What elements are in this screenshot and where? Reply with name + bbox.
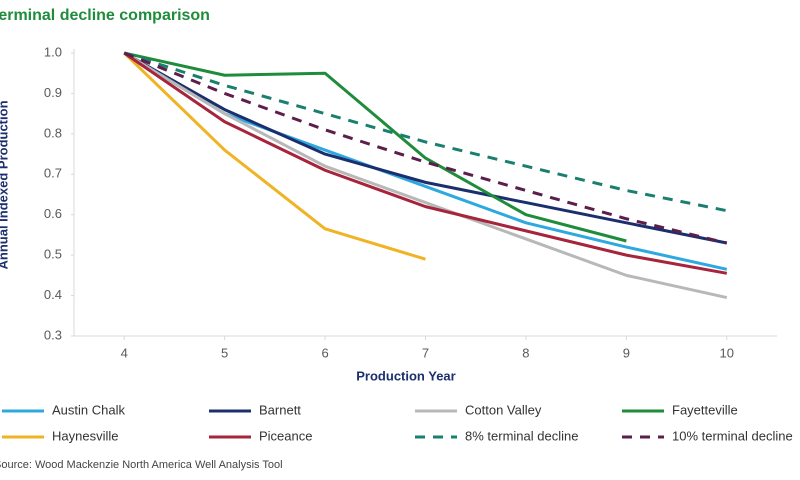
legend-label: Piceance: [259, 428, 312, 443]
x-tick-label: 5: [221, 345, 228, 360]
y-tick-label: 0.7: [44, 166, 62, 181]
series-line: [123, 51, 627, 243]
y-tick-label: 0.8: [44, 125, 62, 140]
y-tick-label: 0.3: [44, 327, 62, 342]
x-tick-label: 9: [623, 345, 630, 360]
legend-label: Fayetteville: [672, 402, 738, 417]
source-note: Source: Wood Mackenzie North America Wel…: [0, 459, 283, 471]
legend-label: 10% terminal decline: [672, 428, 793, 443]
y-tick-label: 0.5: [44, 247, 62, 262]
series-line: [123, 51, 728, 245]
x-tick-label: 10: [720, 345, 734, 360]
legend-label: Haynesville: [52, 428, 118, 443]
legend-label: Barnett: [259, 402, 301, 417]
chart-title: terminal decline comparison: [0, 7, 210, 24]
series-line: [123, 51, 426, 261]
series-line: [123, 51, 728, 245]
y-axis-title: Annual Indexed Production: [0, 100, 10, 269]
legend-label: 8% terminal decline: [465, 428, 578, 443]
series-line: [123, 51, 728, 271]
y-tick-label: 0.6: [44, 206, 62, 221]
legend-label: Austin Chalk: [52, 402, 125, 417]
y-tick-label: 1.0: [44, 44, 62, 59]
x-tick-label: 6: [321, 345, 328, 360]
x-tick-label: 8: [522, 345, 529, 360]
series-line: [123, 51, 728, 213]
x-tick-label: 7: [422, 345, 429, 360]
x-axis-title: Production Year: [356, 368, 455, 383]
legend-label: Cotton Valley: [465, 402, 542, 417]
series-line: [123, 51, 728, 275]
y-tick-label: 0.9: [44, 85, 62, 100]
y-tick-label: 0.4: [44, 287, 62, 302]
x-tick-label: 4: [121, 345, 128, 360]
series-line: [123, 51, 728, 300]
